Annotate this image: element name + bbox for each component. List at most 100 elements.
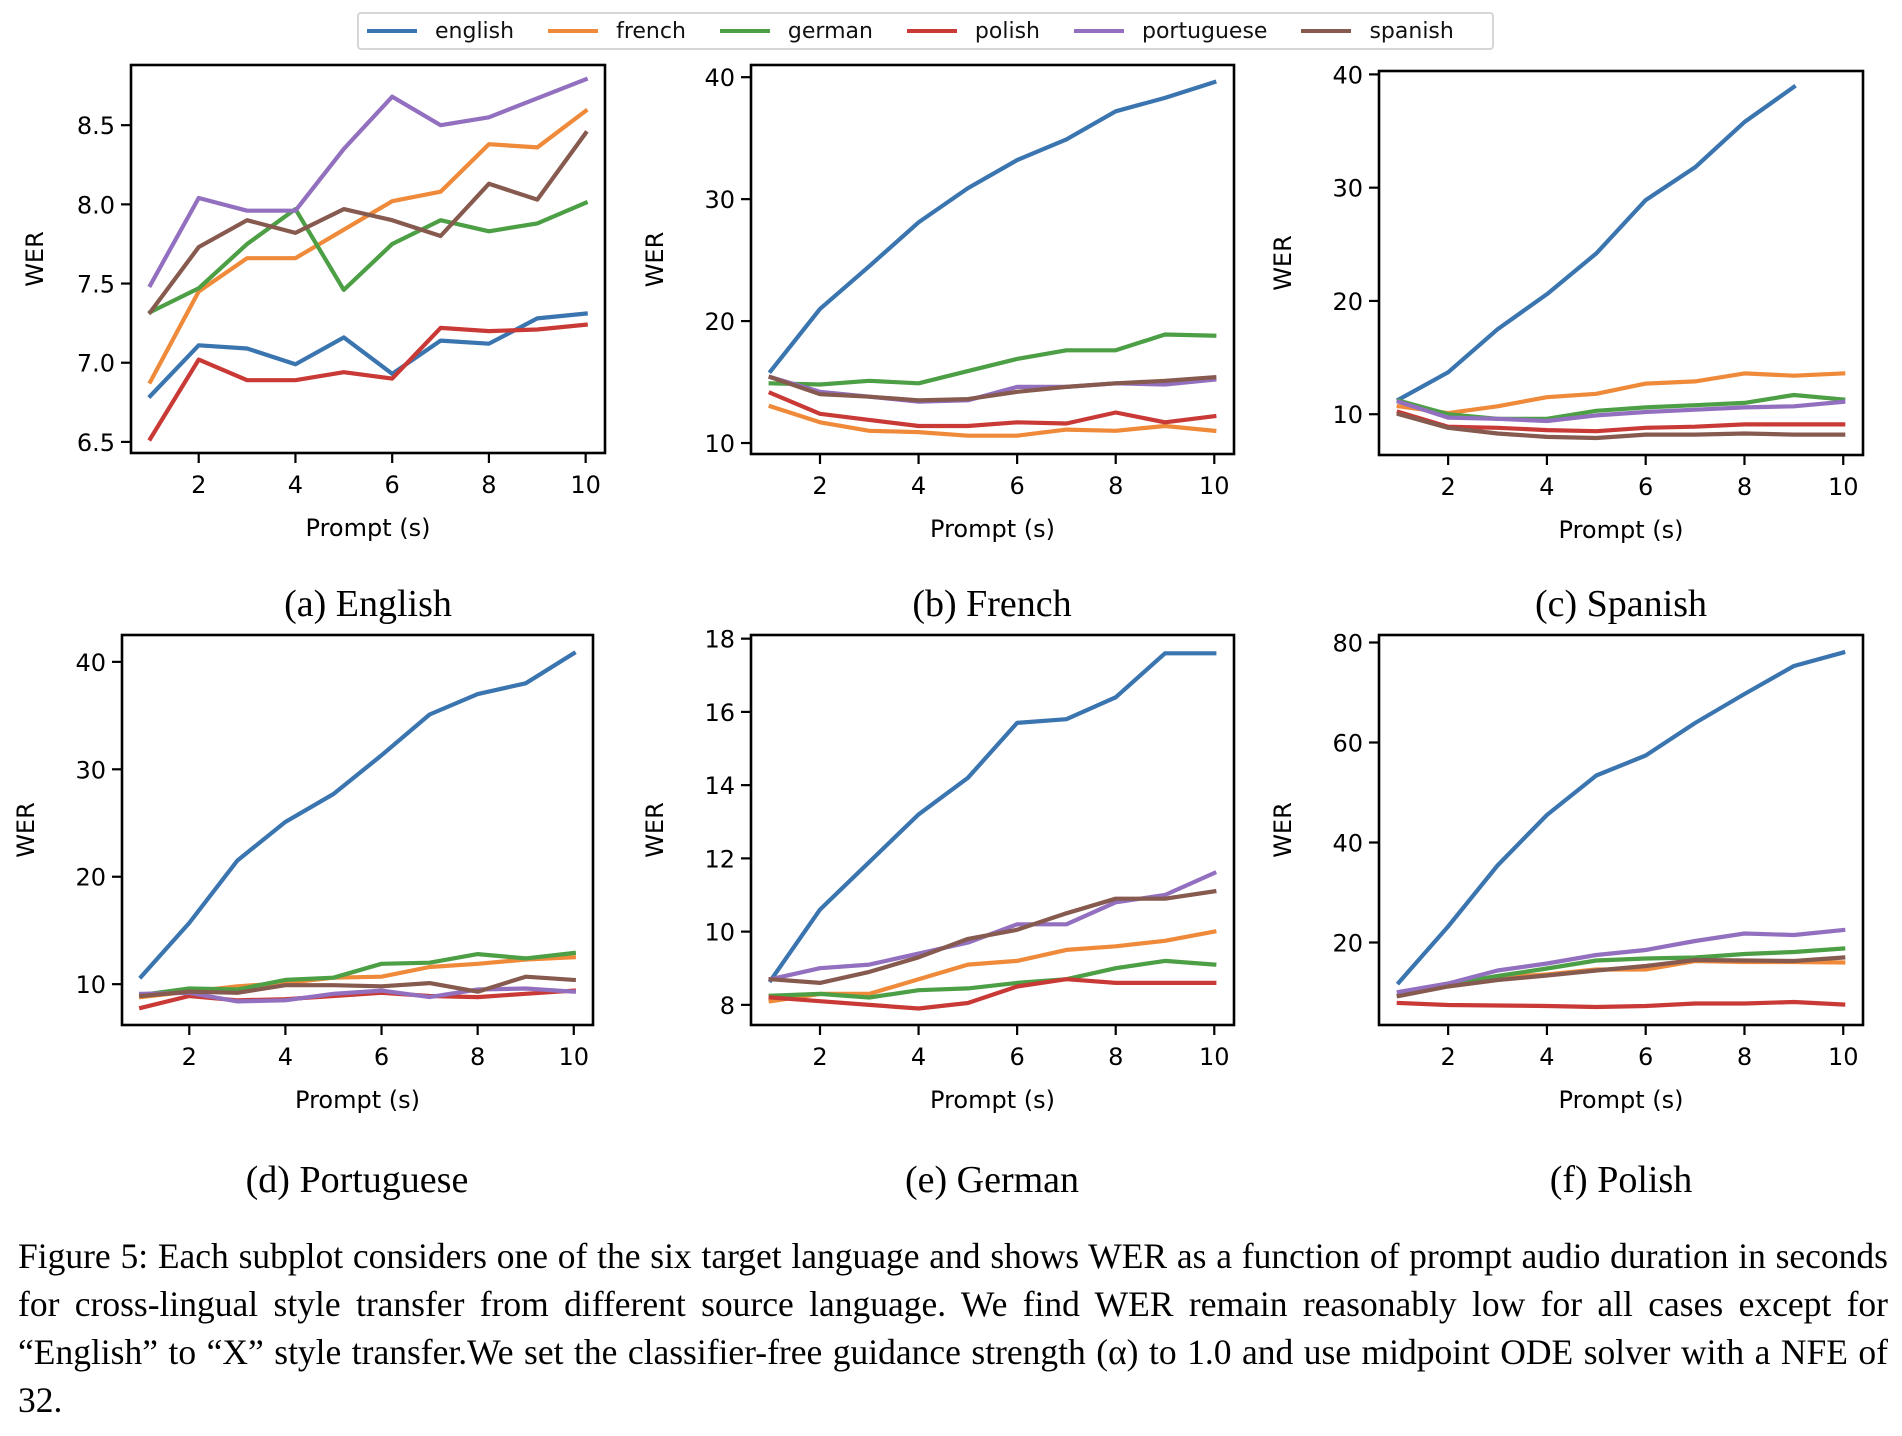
series-line-portuguese — [147, 76, 589, 288]
y-tick-label: 20 — [1332, 288, 1363, 316]
y-tick-label: 18 — [704, 626, 735, 654]
legend-swatch-polish — [906, 29, 957, 33]
y-tick-label: 12 — [704, 845, 735, 873]
series-line-spanish — [768, 374, 1217, 403]
y-axis-label: WER — [641, 232, 669, 288]
y-tick-label: 20 — [1332, 930, 1363, 958]
y-tick-label: 10 — [704, 919, 735, 947]
legend-item-english: english — [367, 19, 536, 44]
series-line-polish — [1396, 409, 1846, 434]
x-tick-label: 8 — [1737, 473, 1752, 501]
x-tick-label: 8 — [1108, 1043, 1123, 1071]
x-axis-label: Prompt (s) — [930, 1086, 1055, 1114]
y-tick-label: 40 — [75, 649, 106, 677]
series-line-polish — [768, 977, 1217, 1011]
x-tick-label: 2 — [182, 1043, 197, 1071]
series-line-german — [1396, 946, 1846, 999]
subplot-b: 2 4 6 8 10 10 20 30 40 Prompt (s) WER — [641, 63, 1236, 543]
y-tick-label: 10 — [75, 971, 106, 999]
legend-label-spanish: spanish — [1369, 18, 1454, 44]
x-tick-label: 6 — [1010, 1043, 1025, 1071]
y-tick-label: 6.5 — [77, 429, 115, 457]
subplot-d: 2 4 6 8 10 10 20 30 40 Prompt (s) WER — [12, 633, 595, 1114]
x-axis-label: Prompt (s) — [295, 1086, 420, 1114]
y-tick-label: 30 — [1332, 175, 1363, 203]
legend-swatch-german — [719, 29, 770, 33]
subplot-c: 2 4 6 8 10 10 20 30 40 Prompt (s) WER — [1269, 61, 1865, 544]
x-tick-label: 2 — [1441, 473, 1456, 501]
x-tick-label: 4 — [911, 1043, 926, 1071]
x-tick-label: 4 — [288, 471, 303, 499]
legend-item-german: german — [719, 18, 895, 44]
y-tick-label: 20 — [75, 864, 106, 892]
y-tick-label: 40 — [704, 64, 735, 92]
series-line-english — [147, 311, 588, 399]
x-tick-label: 4 — [1539, 473, 1554, 501]
x-tick-label: 4 — [278, 1043, 293, 1071]
legend-label-english: english — [435, 18, 515, 44]
series-line-spanish — [768, 888, 1217, 986]
series-line-german — [768, 332, 1217, 387]
series-line-spanish — [1396, 411, 1846, 441]
series-group — [1395, 83, 1846, 441]
legend-swatch-spanish — [1301, 29, 1352, 33]
y-tick-label: 8.0 — [77, 191, 115, 219]
x-tick-label: 2 — [812, 1043, 827, 1071]
series-group — [138, 650, 577, 1011]
subplot-f: 2 4 6 8 10 20 40 60 80 Prompt (s) WER — [1269, 630, 1865, 1114]
axes-frame — [1377, 69, 1865, 457]
y-tick-label: 30 — [704, 186, 735, 214]
x-tick-label: 6 — [1638, 473, 1653, 501]
legend-item-polish: polish — [906, 18, 1062, 44]
legend-label-polish: polish — [974, 18, 1040, 44]
series-line-english — [1395, 83, 1797, 403]
x-tick-label: 10 — [1199, 472, 1230, 500]
x-tick-label: 10 — [1828, 1043, 1859, 1071]
series-line-german — [147, 200, 589, 315]
y-tick-label: 7.0 — [77, 350, 115, 378]
axes-frame — [749, 633, 1236, 1027]
x-tick-label: 2 — [1441, 1043, 1456, 1071]
axes-frame — [129, 63, 607, 455]
legend-label-german: german — [787, 18, 873, 44]
y-tick-label: 40 — [1332, 61, 1363, 89]
x-tick-label: 8 — [1737, 1043, 1752, 1071]
figure-caption: Figure 5: Each subplot considers one of … — [18, 1236, 1888, 1420]
series-line-portuguese — [1396, 927, 1846, 995]
axes-frame — [1377, 633, 1865, 1027]
series-line-polish — [1396, 999, 1846, 1010]
x-tick-label: 6 — [1638, 1043, 1653, 1071]
x-tick-label: 6 — [385, 471, 400, 499]
y-tick-label: 40 — [1332, 830, 1363, 858]
x-tick-label: 2 — [191, 471, 206, 499]
series-line-french — [768, 403, 1217, 438]
subplot-caption-f: (f) Polish — [1549, 1159, 1693, 1201]
y-tick-label: 10 — [1332, 401, 1363, 429]
series-line-spanish — [1396, 955, 1846, 999]
series-line-polish — [767, 390, 1217, 429]
subplot-a: 2 4 6 8 10 6.5 7.0 7.5 8.0 8.5 Prompt (s) WER — [21, 63, 607, 542]
x-tick-label: 6 — [1010, 472, 1025, 500]
y-tick-label: 8 — [720, 992, 735, 1020]
x-tick-label: 2 — [812, 472, 827, 500]
series-group — [1395, 649, 1846, 1010]
series-line-portuguese — [139, 986, 577, 1004]
series-line-polish — [147, 322, 588, 442]
y-tick-label: 16 — [704, 699, 735, 727]
y-axis-label: WER — [641, 802, 669, 858]
x-tick-label: 4 — [1539, 1043, 1554, 1071]
series-line-english — [767, 651, 1217, 984]
series-line-english — [138, 650, 577, 980]
x-axis-label: Prompt (s) — [306, 514, 431, 542]
subplot-e: 2 4 6 8 10 8 10 12 14 16 18 Prompt (s) WER — [641, 626, 1236, 1114]
y-tick-label: 80 — [1332, 630, 1363, 658]
figure: 2 4 6 8 10 6.5 7.0 7.5 8.0 8.5 Prompt (s) WER 2 4 6 8 10… — [12, 61, 1865, 1114]
series-line-german — [768, 958, 1217, 1000]
y-axis-label: WER — [1269, 235, 1297, 291]
x-tick-label: 8 — [1108, 472, 1123, 500]
x-axis-label: Prompt (s) — [930, 515, 1055, 543]
legend-label-french: french — [616, 18, 686, 44]
y-axis-label: WER — [12, 802, 40, 858]
axes-frame — [120, 633, 595, 1027]
series-line-spanish — [138, 974, 577, 999]
